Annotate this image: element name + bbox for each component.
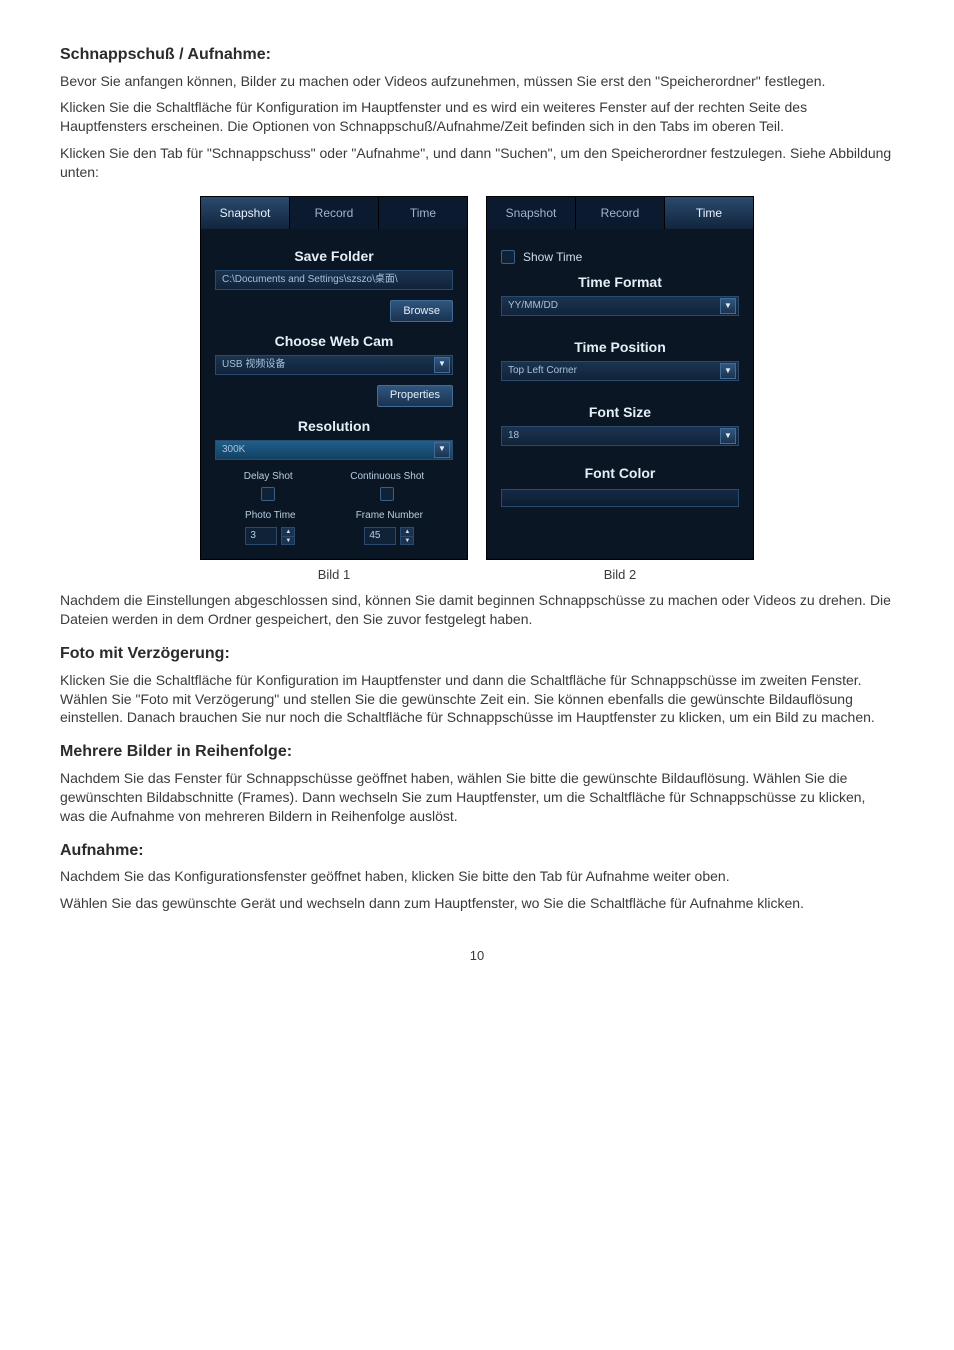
- font-size-heading: Font Size: [501, 403, 739, 422]
- heading-snapshot-record: Schnappschuß / Aufnahme:: [60, 44, 894, 66]
- webcam-select[interactable]: USB 视频设备 ▼: [215, 355, 453, 375]
- chevron-down-icon: ▼: [720, 298, 736, 314]
- tab-record[interactable]: Record: [576, 197, 665, 229]
- paragraph: Nachdem Sie das Konfigurationsfenster ge…: [60, 867, 894, 886]
- paragraph: Klicken Sie die Schaltfläche für Konfigu…: [60, 671, 894, 728]
- tabs: Snapshot Record Time: [201, 197, 467, 229]
- time-format-heading: Time Format: [501, 273, 739, 292]
- paragraph: Bevor Sie anfangen können, Bilder zu mac…: [60, 72, 894, 91]
- figure-captions: Bild 1 Bild 2: [60, 566, 894, 584]
- frame-number-label: Frame Number: [356, 509, 423, 523]
- delay-shot-label: Delay Shot: [244, 470, 293, 484]
- chevron-down-icon: ▼: [720, 363, 736, 379]
- paragraph: Nachdem die Einstellungen abgeschlossen …: [60, 591, 894, 629]
- tab-time[interactable]: Time: [665, 197, 753, 229]
- figures-row: Snapshot Record Time Save Folder C:\Docu…: [60, 196, 894, 560]
- tab-time[interactable]: Time: [379, 197, 467, 229]
- resolution-value: 300K: [222, 443, 245, 457]
- time-position-heading: Time Position: [501, 338, 739, 357]
- time-position-value: Top Left Corner: [508, 364, 577, 378]
- photo-time-value: 3: [245, 527, 277, 545]
- tab-snapshot[interactable]: Snapshot: [201, 197, 290, 229]
- heading-foto-verzoegerung: Foto mit Verzögerung:: [60, 643, 894, 665]
- time-format-value: YY/MM/DD: [508, 299, 558, 313]
- snapshot-config-panel: Snapshot Record Time Save Folder C:\Docu…: [200, 196, 468, 560]
- webcam-value: USB 视频设备: [222, 358, 285, 372]
- paragraph: Klicken Sie die Schaltfläche für Konfigu…: [60, 98, 894, 136]
- tabs: Snapshot Record Time: [487, 197, 753, 229]
- paragraph: Klicken Sie den Tab für "Schnappschuss" …: [60, 144, 894, 182]
- time-format-select[interactable]: YY/MM/DD ▼: [501, 296, 739, 316]
- paragraph: Wählen Sie das gewünschte Gerät und wech…: [60, 894, 894, 913]
- stepper-buttons[interactable]: ▲▼: [281, 527, 295, 545]
- photo-time-label: Photo Time: [245, 509, 296, 523]
- stepper-buttons[interactable]: ▲▼: [400, 527, 414, 545]
- choose-webcam-heading: Choose Web Cam: [215, 332, 453, 351]
- tab-snapshot[interactable]: Snapshot: [487, 197, 576, 229]
- delay-shot-checkbox[interactable]: [261, 487, 275, 501]
- continuous-shot-checkbox[interactable]: [380, 487, 394, 501]
- browse-button[interactable]: Browse: [390, 300, 453, 322]
- font-color-heading: Font Color: [501, 464, 739, 483]
- continuous-shot-label: Continuous Shot: [350, 470, 424, 484]
- heading-mehrere-bilder: Mehrere Bilder in Reihenfolge:: [60, 741, 894, 763]
- resolution-heading: Resolution: [215, 417, 453, 436]
- caption-bild-1: Bild 1: [200, 566, 468, 584]
- chevron-down-icon: ▼: [434, 357, 450, 373]
- paragraph: Nachdem Sie das Fenster für Schnappschüs…: [60, 769, 894, 826]
- show-time-checkbox[interactable]: [501, 250, 515, 264]
- tab-record[interactable]: Record: [290, 197, 379, 229]
- caption-bild-2: Bild 2: [486, 566, 754, 584]
- frame-number-value: 45: [364, 527, 396, 545]
- time-config-panel: Snapshot Record Time Show Time Time Form…: [486, 196, 754, 560]
- chevron-down-icon: ▼: [434, 442, 450, 458]
- time-position-select[interactable]: Top Left Corner ▼: [501, 361, 739, 381]
- photo-time-stepper[interactable]: 3 ▲▼: [245, 527, 295, 545]
- font-color-picker[interactable]: [501, 489, 739, 507]
- font-size-value: 18: [508, 429, 519, 443]
- properties-button[interactable]: Properties: [377, 385, 453, 407]
- page-number: 10: [60, 947, 894, 965]
- save-folder-field[interactable]: C:\Documents and Settings\szszo\桌面\: [215, 270, 453, 290]
- chevron-down-icon: ▼: [720, 428, 736, 444]
- save-folder-value: C:\Documents and Settings\szszo\桌面\: [222, 273, 398, 287]
- save-folder-heading: Save Folder: [215, 247, 453, 266]
- show-time-label: Show Time: [523, 249, 582, 265]
- font-size-select[interactable]: 18 ▼: [501, 426, 739, 446]
- resolution-select[interactable]: 300K ▼: [215, 440, 453, 460]
- frame-number-stepper[interactable]: 45 ▲▼: [364, 527, 414, 545]
- heading-aufnahme: Aufnahme:: [60, 840, 894, 862]
